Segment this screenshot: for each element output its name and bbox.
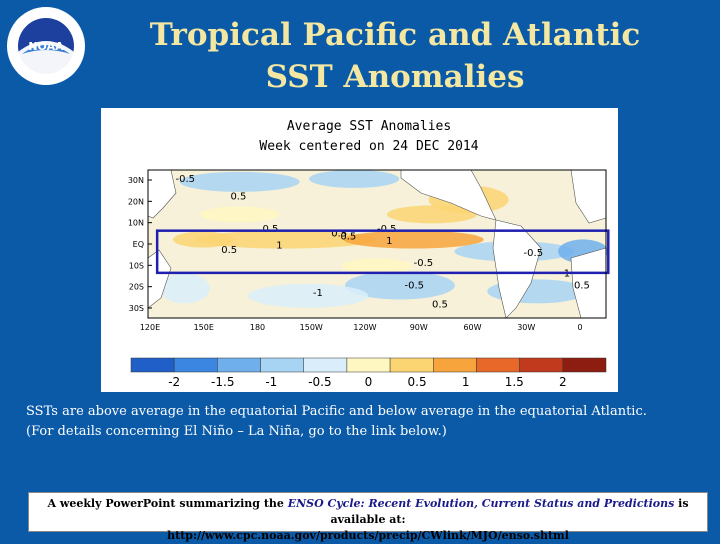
sst-anomaly-map: Average SST Anomalies Week centered on 2… [128, 119, 610, 389]
contour-label: 0.5 [574, 280, 590, 291]
colorbar-tick-label: -2 [168, 375, 180, 389]
contour-label: 1 [386, 236, 392, 247]
colorbar-tick-label: 1 [462, 375, 470, 389]
anomaly-region [248, 283, 369, 308]
colorbar-segment [389, 357, 434, 373]
colorbar-segment [260, 357, 304, 373]
contour-label: -0.5 [404, 280, 424, 291]
map-plot-area: -0.50.50.510.50.5 1-0.5-0.5-0.5-1-0.5 0.5-… [147, 169, 610, 319]
longitude-axis: 120E 150E 180 150W 120W 90W 60W 30W 0 [140, 323, 583, 332]
anomaly-region [179, 171, 300, 192]
title-line-2: SST Anomalies [265, 59, 525, 95]
slide-title: Tropical Pacific and Atlantic SST Anomal… [100, 14, 690, 98]
colorbar-segment [130, 357, 175, 373]
lon-tick-label: 120W [353, 323, 376, 332]
anomaly-region [199, 206, 280, 223]
colorbar-segment [346, 357, 391, 373]
contour-label: -0.5 [175, 174, 195, 185]
anomaly-region [309, 169, 400, 188]
lon-tick-label: 180 [250, 323, 265, 332]
lat-tick-label: 30N [128, 176, 144, 185]
colorbar-tick-label: -1 [265, 375, 277, 389]
contour-label: 0.5 [331, 229, 347, 240]
footer-italic-title: ENSO Cycle: Recent Evolution, Current St… [287, 497, 675, 510]
anomaly-region [195, 230, 376, 249]
equatorial-highlight-box [155, 229, 610, 275]
lat-tick-label: 30S [129, 304, 144, 313]
anomaly-region [386, 205, 477, 224]
contour-label: 1 [276, 240, 282, 251]
caption: SSTs are above average in the equatorial… [26, 402, 706, 442]
lat-tick-label: 20S [129, 283, 144, 292]
map-title-line-1: Average SST Anomalies [287, 119, 451, 134]
caption-line-2: (For details concerning El Niño – La Niñ… [26, 424, 447, 439]
contour-label: 0.5 [432, 300, 448, 311]
colorbar-tick-label: -0.5 [308, 375, 331, 389]
contour-label: -0.5 [414, 258, 434, 269]
anomaly-region [159, 273, 210, 304]
contour-label: -0.5 [524, 248, 544, 259]
colorbar-segment [217, 357, 261, 373]
lat-tick-label: EQ [133, 240, 144, 249]
colorbar-tick-label: 1.5 [505, 375, 524, 389]
sst-anomaly-map-panel: Average SST Anomalies Week centered on 2… [101, 108, 618, 392]
anomaly-region [344, 271, 455, 300]
colorbar: -2 -1.5 -1 -0.5 0 0.5 1 1.5 2 [130, 357, 607, 389]
lon-tick-label: 0 [577, 323, 582, 332]
map-title-line-2: Week centered on 24 DEC 2014 [259, 139, 478, 154]
title-line-1: Tropical Pacific and Atlantic [149, 17, 641, 53]
colorbar-tick-label: 0.5 [408, 375, 427, 389]
anomaly-region [172, 231, 233, 248]
footer-url-link[interactable]: http://www.cpc.noaa.gov/products/precip/… [167, 529, 569, 542]
lat-tick-label: 10N [128, 219, 144, 228]
colorbar-segment [173, 357, 218, 373]
logo-text: NOAA [28, 40, 64, 53]
contour-label: 0.5 [340, 232, 356, 243]
colorbar-segment [519, 357, 564, 373]
anomaly-region [343, 230, 484, 249]
lat-tick-label: 20N [128, 197, 144, 206]
noaa-logo: NOAA [7, 7, 85, 85]
caption-line-1: SSTs are above average in the equatorial… [26, 404, 647, 419]
colorbar-segment [303, 357, 348, 373]
lon-tick-label: 60W [463, 323, 481, 332]
contour-label: 0.5 [230, 192, 246, 203]
colorbar-tick-label: -1.5 [211, 375, 234, 389]
contour-label: -1 [313, 288, 323, 299]
colorbar-segment [433, 357, 477, 373]
lon-tick-label: 150E [194, 323, 214, 332]
land-mass [400, 169, 497, 221]
lon-tick-label: 150W [300, 323, 323, 332]
colorbar-segment [476, 357, 520, 373]
lon-tick-label: 30W [517, 323, 535, 332]
footer-box: A weekly PowerPoint summarizing the ENSO… [28, 492, 708, 542]
lon-tick-label: 120E [140, 323, 160, 332]
footer-suffix: is available at: [330, 497, 689, 526]
anomaly-region [342, 258, 412, 275]
colorbar-tick-label: 0 [365, 375, 373, 389]
colorbar-tick-label: 2 [559, 375, 567, 389]
contour-label: 0.5 [221, 245, 237, 256]
latitude-axis: 30N 20N 10N EQ 10S 20S 30S [128, 176, 152, 313]
colorbar-segment [562, 357, 607, 373]
footer-prefix: A weekly PowerPoint summarizing the [47, 497, 288, 510]
lat-tick-label: 10S [129, 261, 144, 270]
lon-tick-label: 90W [410, 323, 428, 332]
land-mass [492, 219, 542, 319]
